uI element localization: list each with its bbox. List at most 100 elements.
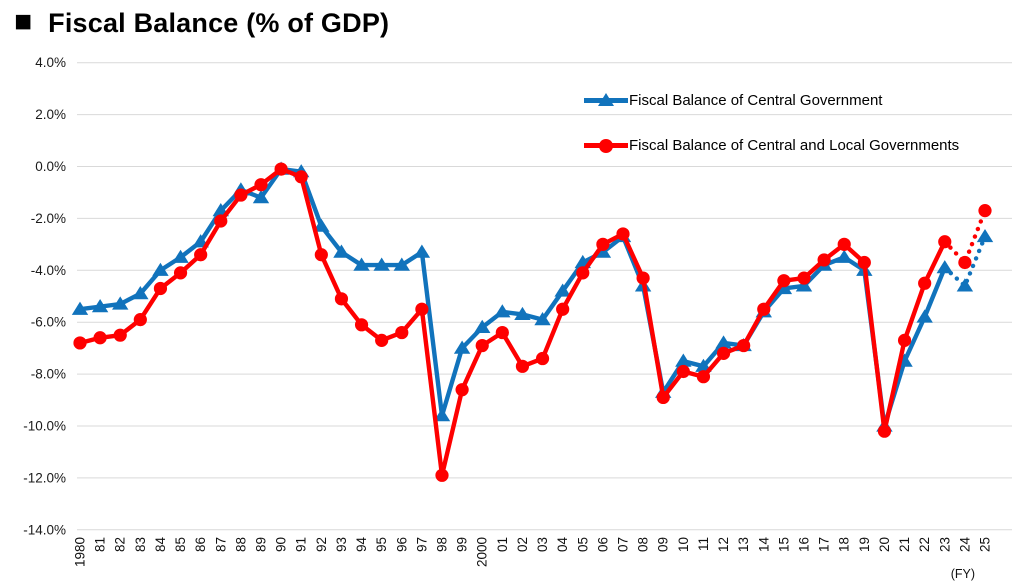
series-central-and-local-governments [73, 162, 992, 482]
triangle-marker [594, 244, 612, 258]
series-line-projection-dotted [942, 208, 988, 267]
circle-marker [354, 318, 369, 332]
circle-marker [535, 351, 550, 366]
circle-marker [314, 248, 328, 262]
legend-swatch [584, 86, 628, 114]
series-central-government [71, 161, 994, 432]
x-tick-label: 82 [113, 537, 128, 552]
x-tick-label: 91 [294, 537, 309, 552]
y-tick-label: -6.0% [31, 315, 66, 330]
series-line [79, 166, 947, 429]
x-tick-label: 92 [314, 537, 329, 552]
triangle-marker [936, 260, 953, 274]
legend-item-central-and-local-governments: Fiscal Balance of Central and Local Gove… [584, 131, 959, 159]
x-tick-label: 85 [173, 537, 188, 552]
circle-marker [395, 325, 409, 340]
x-tick-label: 95 [374, 537, 389, 552]
circle-marker [113, 328, 127, 342]
circle-marker [234, 188, 248, 202]
triangle-marker [353, 257, 370, 271]
triangle-marker [675, 353, 692, 367]
x-tick-label: 04 [555, 537, 570, 553]
y-tick-label: -2.0% [31, 211, 66, 226]
circle-marker [515, 359, 530, 373]
y-tick-label: 0.0% [35, 159, 66, 174]
circle-marker [194, 248, 208, 262]
chart-header: ■ Fiscal Balance (% of GDP) [14, 6, 389, 39]
circle-marker [837, 237, 851, 251]
x-tick-label: 21 [897, 537, 912, 552]
x-tick-label: 87 [213, 537, 228, 552]
y-tick-label: 2.0% [35, 107, 66, 122]
y-tick-label: -12.0% [23, 470, 66, 485]
x-tick-label: 17 [817, 537, 832, 552]
circle-marker [73, 336, 87, 350]
triangle-marker [956, 278, 974, 292]
circle-marker [676, 364, 690, 379]
triangle-marker [433, 408, 451, 422]
x-tick-label: 84 [153, 537, 168, 553]
triangle-marker [112, 296, 129, 310]
chart-legend: Fiscal Balance of Central Government Fis… [584, 86, 959, 159]
circle-marker [817, 253, 831, 267]
circle-marker [556, 302, 570, 316]
y-tick-label: -4.0% [31, 263, 66, 278]
x-tick-label: 94 [354, 537, 369, 553]
triangle-marker [795, 278, 813, 292]
circle-marker [435, 468, 449, 482]
circle-marker [656, 390, 670, 405]
triangle-marker [152, 262, 169, 276]
circle-marker [958, 255, 972, 270]
triangle-marker [453, 340, 471, 354]
circle-marker [455, 383, 469, 397]
circle-marker [636, 271, 650, 285]
y-tick-label: -10.0% [23, 419, 66, 434]
x-tick-label: 10 [676, 537, 691, 552]
x-tick-label: 98 [435, 537, 450, 552]
circle-marker [596, 237, 610, 251]
x-axis-labels: 1980 81 82 83 84 85 86 87 88 89 90 91 92 93 94 95 96 97 98… [73, 537, 993, 568]
x-tick-label: 07 [616, 537, 631, 552]
x-tick-label: 09 [656, 537, 671, 552]
x-tick-label: 20 [877, 537, 892, 552]
triangle-marker [474, 319, 491, 333]
triangle-marker [836, 249, 853, 263]
triangle-marker [715, 335, 732, 349]
circle-marker [375, 333, 389, 347]
circle-marker [918, 276, 932, 290]
circle-marker [133, 313, 147, 327]
circle-marker [616, 227, 630, 241]
x-tick-label: 18 [837, 537, 852, 552]
x-tick-label: 19 [857, 537, 872, 552]
circle-marker [696, 370, 711, 384]
x-tick-label: 25 [978, 537, 993, 552]
x-tick-label: 05 [575, 537, 590, 552]
circle-marker [415, 302, 429, 316]
x-tick-label: 99 [455, 537, 470, 552]
x-tick-label: 14 [756, 537, 771, 553]
circle-marker [214, 214, 228, 228]
triangle-marker [494, 304, 511, 318]
fy-unit-label: (FY) [951, 567, 975, 581]
x-tick-label: 83 [133, 537, 148, 552]
y-tick-label: -14.0% [23, 522, 66, 537]
circle-marker [737, 338, 751, 353]
y-axis-labels: 4.0% 2.0% 0.0% -2.0% -4.0% -6.0% -8.0% -10.0% -1… [23, 55, 66, 537]
circle-marker [576, 266, 590, 280]
triangle-marker [775, 280, 793, 295]
circle-marker [254, 178, 268, 192]
x-tick-label: 96 [394, 537, 409, 552]
circle-marker [777, 274, 791, 288]
triangle-marker [132, 286, 149, 300]
x-tick-label: 02 [515, 537, 530, 552]
circle-marker [173, 266, 188, 280]
y-tick-label: 4.0% [35, 55, 66, 70]
triangle-marker [373, 257, 390, 271]
circle-marker [938, 235, 952, 249]
triangle-marker [916, 309, 933, 323]
triangle-marker [313, 218, 330, 232]
circle-marker [877, 424, 892, 438]
x-tick-label: 1980 [73, 537, 88, 567]
